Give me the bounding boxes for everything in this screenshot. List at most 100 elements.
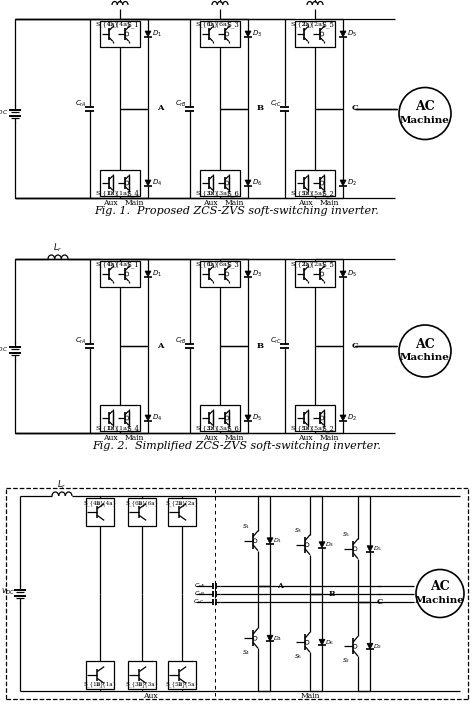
Text: S_3: S_3 xyxy=(227,20,239,28)
Text: S_1: S_1 xyxy=(127,20,139,28)
Text: S_2: S_2 xyxy=(321,189,334,197)
Bar xyxy=(200,261,240,287)
Polygon shape xyxy=(145,31,151,37)
Polygon shape xyxy=(245,271,251,277)
Text: D_{3a}: D_{3a} xyxy=(208,190,232,196)
Circle shape xyxy=(125,181,129,185)
Bar xyxy=(100,405,140,431)
Text: $L_r$: $L_r$ xyxy=(53,241,63,254)
Circle shape xyxy=(305,543,309,546)
Bar xyxy=(295,261,335,287)
Circle shape xyxy=(320,272,324,276)
Text: S_3: S_3 xyxy=(227,260,239,268)
Polygon shape xyxy=(367,546,373,552)
Text: D_{2a}: D_{2a} xyxy=(303,261,327,267)
Circle shape xyxy=(225,272,229,276)
Text: $S_6$: $S_6$ xyxy=(294,652,302,661)
Text: D_{2a}: D_{2a} xyxy=(303,21,327,27)
Text: D_{2a}: D_{2a} xyxy=(178,500,199,505)
Circle shape xyxy=(399,325,451,377)
Text: $S_1$: $S_1$ xyxy=(242,522,250,531)
Text: D_{3a}: D_{3a} xyxy=(208,425,232,431)
Text: S_{2a}: S_{2a} xyxy=(165,500,186,505)
Text: D_{5a}: D_{5a} xyxy=(178,681,199,687)
Polygon shape xyxy=(145,271,151,277)
Text: Aux: Aux xyxy=(298,199,312,207)
Text: $D_3$: $D_3$ xyxy=(252,29,262,39)
Text: D_{5a}: D_{5a} xyxy=(303,425,327,431)
Text: S_{5a}: S_{5a} xyxy=(291,190,314,196)
Text: Main: Main xyxy=(124,199,144,207)
Text: $C_{rC}$: $C_{rC}$ xyxy=(270,336,282,346)
Text: $D_6$: $D_6$ xyxy=(252,178,262,188)
Text: S_{1a}: S_{1a} xyxy=(96,425,119,431)
Text: $D_1$: $D_1$ xyxy=(152,29,162,39)
Text: Main: Main xyxy=(124,434,144,442)
Text: S_{2a}: S_{2a} xyxy=(291,261,314,267)
Text: S_{4a}: S_{4a} xyxy=(96,261,119,267)
Polygon shape xyxy=(340,271,346,277)
Text: Main: Main xyxy=(224,199,244,207)
Text: S_{3a}: S_{3a} xyxy=(196,190,219,196)
Text: S_{6a}: S_{6a} xyxy=(196,261,219,267)
Text: Main: Main xyxy=(319,434,339,442)
Circle shape xyxy=(353,546,357,551)
Polygon shape xyxy=(340,180,346,186)
Polygon shape xyxy=(319,639,325,645)
Text: Main: Main xyxy=(319,199,339,207)
Text: $D_2$: $D_2$ xyxy=(374,642,383,651)
Bar xyxy=(200,405,240,431)
Polygon shape xyxy=(267,635,273,641)
Text: D_{5a}: D_{5a} xyxy=(303,190,327,196)
Text: D_{1a}: D_{1a} xyxy=(108,425,132,431)
Bar xyxy=(100,261,140,287)
Text: $D_3$: $D_3$ xyxy=(326,540,335,549)
Text: S_4: S_4 xyxy=(127,189,139,197)
Circle shape xyxy=(125,416,129,420)
Bar xyxy=(86,498,114,526)
Circle shape xyxy=(253,636,257,640)
Text: Machine: Machine xyxy=(400,354,450,362)
Text: $C_{rC}$: $C_{rC}$ xyxy=(270,98,282,109)
Text: Aux: Aux xyxy=(143,692,157,700)
Circle shape xyxy=(125,272,129,276)
Circle shape xyxy=(305,640,309,645)
Text: $D_5$: $D_5$ xyxy=(347,29,357,39)
Text: S_{5a}: S_{5a} xyxy=(165,681,186,687)
Text: A: A xyxy=(157,104,163,112)
Bar xyxy=(128,661,156,689)
Text: AC: AC xyxy=(430,580,450,593)
Polygon shape xyxy=(145,415,151,421)
Text: D_{4a}: D_{4a} xyxy=(108,261,132,267)
Text: $D_1$: $D_1$ xyxy=(152,269,162,279)
Text: A: A xyxy=(277,582,283,590)
Text: $D_4$: $D_4$ xyxy=(152,178,162,188)
Text: Aux: Aux xyxy=(103,199,117,207)
Text: Main: Main xyxy=(224,434,244,442)
Circle shape xyxy=(320,32,324,36)
Text: B: B xyxy=(256,104,264,112)
Text: $v_{DC}$: $v_{DC}$ xyxy=(0,106,9,116)
Circle shape xyxy=(320,416,324,420)
Text: $C_{rC}$: $C_{rC}$ xyxy=(193,597,205,606)
Text: D_{4a}: D_{4a} xyxy=(96,500,117,505)
Text: $S_4$: $S_4$ xyxy=(242,648,250,657)
Text: D_{3a}: D_{3a} xyxy=(137,681,159,687)
Bar xyxy=(200,170,240,196)
Text: $D_2$: $D_2$ xyxy=(347,178,357,188)
Text: S_{4a}: S_{4a} xyxy=(96,21,119,27)
Polygon shape xyxy=(245,180,251,186)
Bar xyxy=(295,405,335,431)
Text: $v_{DC}$: $v_{DC}$ xyxy=(0,344,9,354)
Text: AC: AC xyxy=(415,337,435,350)
Text: $S_5$: $S_5$ xyxy=(342,530,350,539)
Text: $D_2$: $D_2$ xyxy=(347,413,357,423)
Text: D_{6a}: D_{6a} xyxy=(208,261,232,267)
Text: S_{6a}: S_{6a} xyxy=(126,500,146,505)
Circle shape xyxy=(225,416,229,420)
Text: $C_{rA}$: $C_{rA}$ xyxy=(193,581,204,590)
Polygon shape xyxy=(145,180,151,186)
Text: S_{2a}: S_{2a} xyxy=(291,21,314,27)
Bar xyxy=(128,498,156,526)
Text: $D_1$: $D_1$ xyxy=(273,537,283,545)
